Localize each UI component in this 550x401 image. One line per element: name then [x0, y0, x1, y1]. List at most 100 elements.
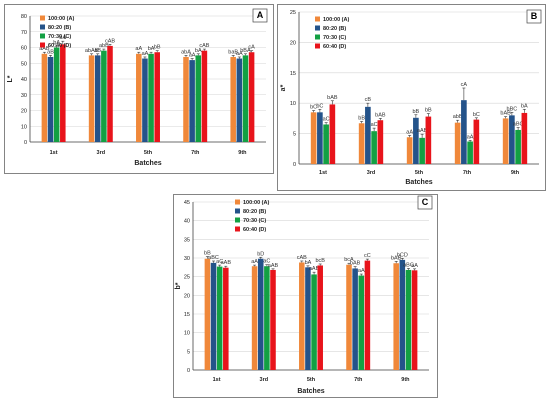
legend-swatch: [235, 199, 240, 205]
data-label: aAB: [39, 46, 50, 52]
data-label: aA: [251, 259, 258, 265]
bar: [154, 52, 160, 142]
x-tick-label: 7th: [191, 150, 200, 156]
y-tick-label: 40: [21, 77, 27, 83]
y-tick-label: 80: [21, 14, 27, 20]
data-label: aC: [263, 259, 270, 265]
bar: [230, 56, 236, 143]
legend-label: 80:20 (B): [243, 209, 266, 215]
y-tick-label: 20: [21, 109, 27, 115]
data-label: cAB: [105, 38, 115, 44]
x-axis-title: Batches: [134, 160, 161, 167]
bar: [461, 100, 467, 164]
legend-label: 100:00 (A): [243, 200, 269, 206]
x-tick-label: 9th: [238, 150, 247, 156]
bar: [107, 45, 113, 142]
data-label: aA: [467, 134, 474, 140]
bar: [454, 122, 461, 164]
y-tick-label: 10: [21, 124, 27, 130]
data-label: bCD: [397, 252, 408, 258]
bar: [242, 55, 249, 142]
bar: [473, 119, 480, 164]
data-label: aBC: [513, 122, 524, 128]
x-tick-label: 5th: [144, 150, 153, 156]
data-label: bB: [425, 108, 432, 114]
data-label: aAB: [309, 266, 320, 272]
bar: [323, 124, 329, 164]
data-label: bAB: [375, 112, 386, 118]
bar: [136, 53, 142, 142]
data-label: bAB: [350, 261, 361, 267]
legend-swatch: [235, 208, 240, 214]
legend-label: 60:40 (D): [48, 43, 71, 49]
x-tick-label: 9th: [511, 170, 520, 176]
legend-swatch: [40, 15, 45, 21]
data-label: cA: [461, 82, 468, 88]
x-axis-title: Batches: [405, 179, 432, 186]
legend-swatch: [235, 226, 240, 232]
bar: [142, 58, 148, 142]
bar: [204, 258, 211, 370]
data-label: bB: [413, 109, 420, 115]
data-label: aC: [216, 259, 223, 265]
bar: [299, 262, 305, 370]
panel-label: A: [257, 10, 264, 20]
panel-label-box: [252, 8, 268, 23]
y-tick-label: 5: [187, 349, 190, 355]
legend-swatch: [40, 33, 45, 39]
bar: [364, 260, 371, 370]
legend-label: 80:20 (B): [323, 26, 346, 32]
panel-label-box: [417, 195, 433, 210]
x-tick-label: 3rd: [97, 150, 106, 156]
bar: [264, 266, 270, 370]
bar: [201, 50, 208, 142]
y-tick-label: 50: [21, 61, 27, 67]
bar: [317, 112, 323, 164]
data-label: bC: [316, 103, 323, 109]
bar: [223, 267, 229, 370]
data-label: cAB: [297, 255, 307, 261]
data-label: aAB: [221, 260, 232, 266]
x-tick-label: 1st: [50, 150, 58, 156]
bar: [358, 275, 365, 370]
y-axis-title: a*: [280, 84, 287, 91]
data-label: aBC: [208, 255, 219, 261]
bar: [358, 123, 365, 164]
legend-swatch: [315, 34, 320, 40]
y-tick-label: 25: [290, 10, 296, 16]
legend-swatch: [315, 16, 320, 22]
data-label: bA: [148, 46, 155, 52]
y-tick-label: 20: [290, 40, 296, 46]
y-tick-label: 0: [187, 368, 190, 374]
legend-label: 100:00 (A): [48, 16, 74, 22]
y-tick-label: 25: [184, 275, 190, 281]
bar: [393, 263, 399, 370]
y-tick-label: 10: [184, 331, 190, 337]
data-label: cAB: [199, 43, 209, 49]
legend-swatch: [315, 43, 320, 49]
data-label: aAB: [417, 128, 428, 134]
panel-label: B: [531, 11, 538, 21]
legend-label: 60:40 (D): [323, 44, 346, 50]
data-label: aA: [142, 51, 149, 57]
legend-label: 100:00 (A): [323, 17, 349, 23]
data-label: abAB: [85, 48, 99, 54]
legend-swatch: [235, 217, 240, 223]
legend-label: 60:40 (D): [243, 227, 266, 233]
y-tick-label: 0: [293, 162, 296, 168]
bar: [371, 131, 377, 164]
x-tick-label: 5th: [307, 377, 316, 383]
data-label: bA: [305, 260, 312, 266]
bar: [94, 55, 101, 142]
bar: [53, 47, 60, 142]
data-label: bD: [257, 251, 264, 257]
y-tick-label: 15: [290, 71, 296, 77]
bar: [413, 117, 419, 164]
y-axis-title: b*: [175, 282, 182, 289]
data-label: bA: [521, 103, 528, 109]
data-label: aA: [406, 129, 413, 135]
data-label: aAB: [268, 263, 279, 269]
bar: [248, 52, 255, 142]
data-label: bAB: [500, 111, 511, 117]
bar: [236, 58, 243, 142]
